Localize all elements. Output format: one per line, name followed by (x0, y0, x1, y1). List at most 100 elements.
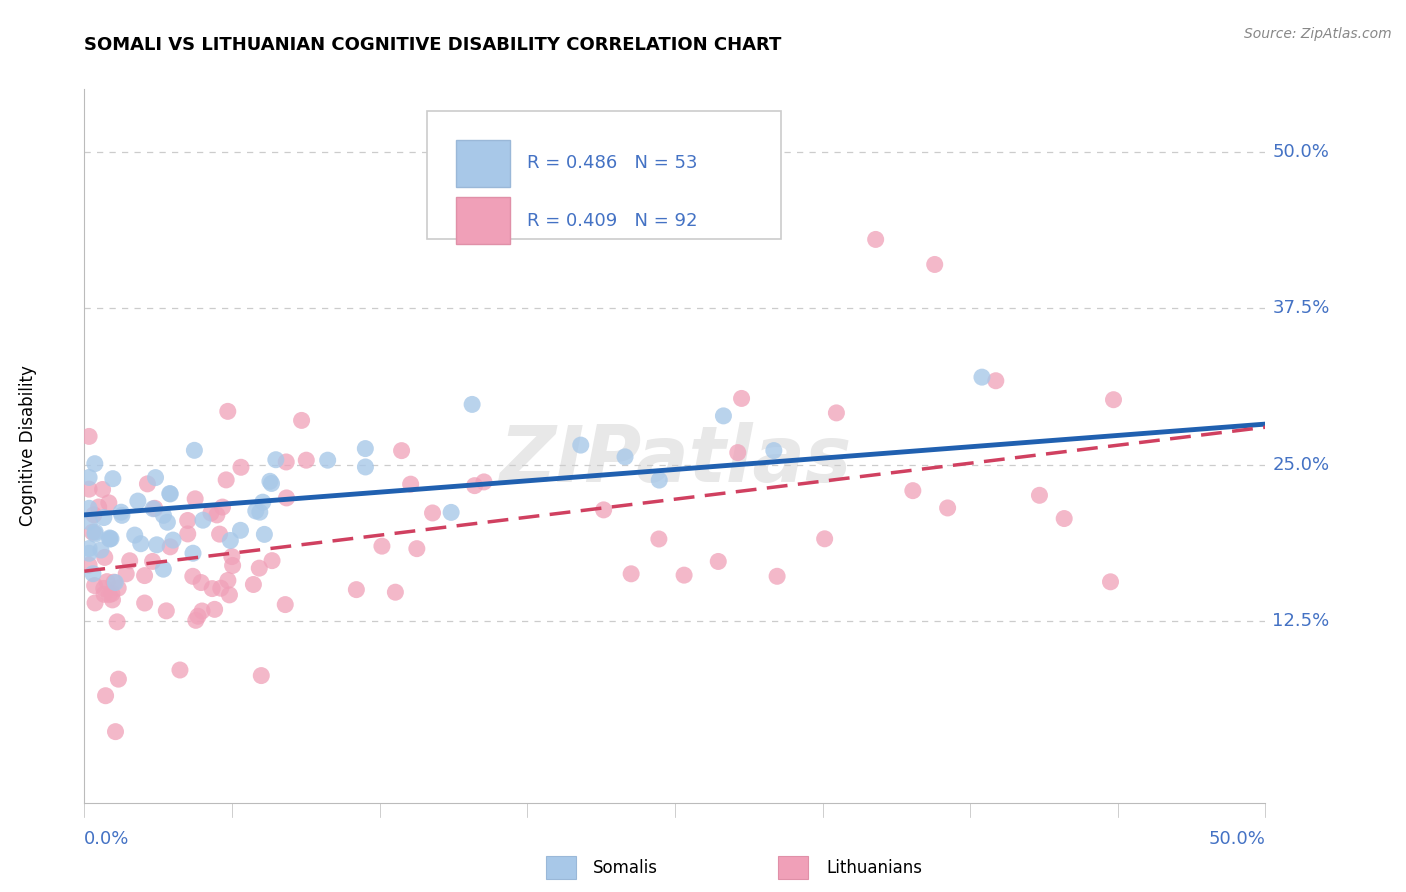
Point (94, 550, 117, 565)
Point (77, 541, 100, 556)
Point (422, 506, 444, 520)
Point (1053, 511, 1076, 525)
Point (181, 546, 204, 560)
Point (134, 596, 156, 610)
Point (620, 566, 643, 581)
Point (142, 554, 165, 568)
Point (1102, 392, 1125, 407)
Point (100, 532, 122, 546)
Point (82, 525, 104, 540)
Point (290, 413, 312, 427)
Point (260, 554, 283, 568)
Point (103, 575, 125, 590)
Point (145, 470, 167, 484)
Point (730, 392, 752, 406)
Point (93, 510, 115, 524)
Point (1028, 488, 1050, 502)
Point (181, 569, 204, 583)
Point (77, 558, 100, 573)
Text: R = 0.486   N = 53: R = 0.486 N = 53 (527, 154, 697, 172)
Point (152, 508, 174, 523)
Point (405, 541, 427, 556)
Point (221, 558, 243, 573)
Point (159, 540, 181, 554)
Point (191, 604, 214, 618)
Point (97, 496, 120, 510)
Point (229, 460, 252, 475)
Point (143, 501, 166, 516)
Point (184, 491, 207, 506)
Point (250, 668, 273, 682)
Point (208, 527, 231, 541)
Point (648, 532, 671, 546)
Point (201, 582, 224, 596)
Point (592, 503, 614, 517)
Point (384, 585, 406, 599)
Point (110, 505, 132, 519)
Point (274, 598, 297, 612)
Point (107, 672, 129, 686)
Point (83, 508, 105, 522)
Point (707, 554, 730, 568)
Point (87, 500, 110, 514)
Point (90, 543, 112, 558)
Point (79, 515, 101, 529)
Text: 50.0%: 50.0% (1209, 830, 1265, 847)
Point (118, 554, 141, 568)
Point (84, 524, 107, 539)
Point (152, 562, 174, 576)
Point (295, 453, 318, 467)
Point (229, 524, 252, 538)
Text: 37.5%: 37.5% (1272, 300, 1330, 318)
Point (191, 513, 214, 527)
Point (762, 443, 785, 458)
Point (204, 602, 226, 616)
Point (673, 568, 696, 582)
FancyBboxPatch shape (427, 111, 782, 239)
Point (205, 508, 228, 522)
Point (264, 452, 287, 467)
Point (77, 470, 100, 484)
Point (134, 568, 156, 582)
Point (247, 561, 270, 575)
Point (825, 406, 848, 420)
Point (83, 457, 105, 471)
Point (259, 475, 281, 489)
Point (91, 483, 114, 497)
Text: ZIPatlas: ZIPatlas (499, 422, 851, 499)
Point (187, 609, 209, 624)
Point (129, 537, 152, 551)
Point (159, 487, 181, 501)
Point (276, 455, 298, 469)
Point (253, 527, 276, 541)
Point (924, 257, 946, 271)
Point (399, 477, 422, 491)
Text: Source: ZipAtlas.com: Source: ZipAtlas.com (1244, 27, 1392, 41)
Point (94, 689, 117, 703)
Point (136, 476, 159, 491)
Point (209, 581, 232, 595)
Point (217, 574, 239, 588)
Point (354, 442, 377, 456)
Point (970, 370, 993, 384)
Point (727, 445, 749, 459)
Point (217, 404, 239, 418)
Point (316, 453, 339, 467)
Point (101, 593, 124, 607)
Point (98, 531, 121, 545)
Point (215, 473, 238, 487)
Point (111, 508, 134, 523)
Point (159, 486, 181, 500)
Point (142, 501, 165, 516)
Point (984, 374, 1007, 388)
Point (98, 588, 121, 602)
Point (83, 578, 105, 592)
Point (865, 232, 887, 246)
Point (371, 539, 394, 553)
Point (101, 587, 124, 601)
Point (190, 575, 212, 590)
Point (614, 450, 637, 464)
Point (221, 549, 243, 564)
Point (219, 533, 242, 548)
Point (713, 409, 735, 423)
